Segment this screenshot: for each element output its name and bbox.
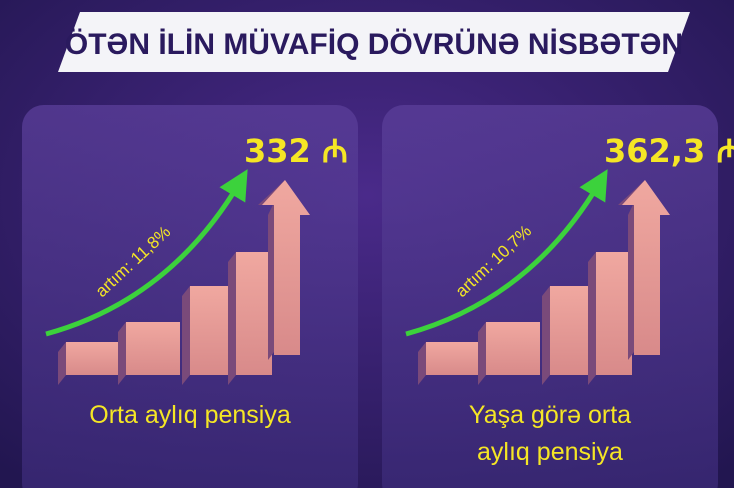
bar bbox=[236, 252, 272, 375]
value: 332 ₼ bbox=[244, 132, 348, 170]
bar bbox=[66, 342, 118, 375]
title: ÖTƏN İLİN MÜVAFİQ DÖVRÜNƏ NİSBƏTƏN bbox=[65, 28, 683, 61]
bar-side bbox=[418, 342, 426, 385]
bar-side bbox=[542, 286, 550, 385]
bar-side bbox=[182, 286, 190, 385]
cards: artım: 11,8%332 ₼Orta aylıq pensiyaartım… bbox=[22, 105, 734, 488]
bar-side bbox=[478, 322, 486, 385]
card-label: Orta aylıq pensiya bbox=[89, 401, 291, 429]
bar-side bbox=[588, 252, 596, 385]
card-label: aylıq pensiya bbox=[477, 438, 623, 466]
arrow-bar-side bbox=[618, 180, 645, 360]
bar-side bbox=[118, 322, 126, 385]
bar bbox=[126, 322, 180, 375]
bar-side bbox=[228, 252, 236, 385]
bar bbox=[190, 286, 230, 375]
growth-arrow bbox=[405, 169, 608, 337]
card: artım: 11,8%332 ₼Orta aylıq pensiya bbox=[22, 105, 358, 488]
arrow-bar bbox=[622, 180, 670, 355]
bar-side bbox=[58, 342, 66, 385]
title-banner bbox=[58, 12, 690, 72]
bar bbox=[486, 322, 540, 375]
bar bbox=[426, 342, 478, 375]
bar bbox=[596, 252, 632, 375]
growth-arrow bbox=[45, 169, 248, 337]
card-label: Yaşa görə orta bbox=[469, 401, 631, 429]
value: 362,3 ₼ bbox=[604, 132, 734, 170]
arrow-bar bbox=[262, 180, 310, 355]
bar bbox=[550, 286, 590, 375]
arrow-bar-side bbox=[258, 180, 285, 360]
